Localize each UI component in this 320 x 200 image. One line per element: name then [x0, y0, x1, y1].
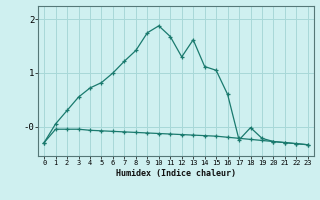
X-axis label: Humidex (Indice chaleur): Humidex (Indice chaleur) — [116, 169, 236, 178]
